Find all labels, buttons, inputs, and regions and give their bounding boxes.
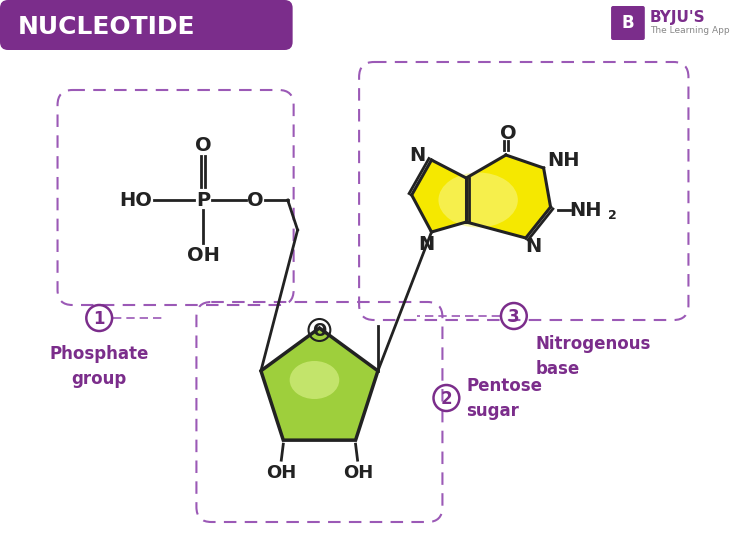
FancyBboxPatch shape bbox=[611, 6, 645, 40]
FancyBboxPatch shape bbox=[0, 0, 292, 50]
Polygon shape bbox=[261, 328, 378, 440]
Text: OH: OH bbox=[187, 246, 220, 265]
Text: Phosphate
group: Phosphate group bbox=[50, 345, 149, 388]
Text: NH: NH bbox=[569, 201, 602, 220]
Text: Nitrogenous
base: Nitrogenous base bbox=[536, 335, 651, 378]
Text: OH: OH bbox=[266, 464, 296, 482]
Text: 2: 2 bbox=[440, 390, 452, 408]
Text: The Learning App: The Learning App bbox=[650, 26, 730, 34]
Ellipse shape bbox=[439, 172, 518, 227]
Text: HO: HO bbox=[119, 191, 152, 210]
Polygon shape bbox=[412, 160, 466, 232]
Text: Pentose
sugar: Pentose sugar bbox=[466, 376, 542, 419]
Text: B: B bbox=[622, 14, 634, 32]
Text: N: N bbox=[419, 235, 435, 254]
Text: O: O bbox=[312, 322, 326, 340]
Polygon shape bbox=[466, 155, 550, 238]
Text: NH: NH bbox=[548, 151, 580, 170]
Text: N: N bbox=[410, 146, 426, 165]
Text: 2: 2 bbox=[608, 208, 616, 221]
Text: N: N bbox=[526, 236, 542, 256]
Ellipse shape bbox=[290, 361, 339, 399]
Text: OH: OH bbox=[344, 464, 374, 482]
Text: 1: 1 bbox=[94, 310, 105, 327]
Text: 3: 3 bbox=[508, 307, 520, 325]
Text: O: O bbox=[195, 136, 211, 155]
Text: O: O bbox=[247, 191, 263, 210]
Text: P: P bbox=[196, 191, 211, 210]
Text: NUCLEOTIDE: NUCLEOTIDE bbox=[18, 15, 195, 39]
Text: BYJU'S: BYJU'S bbox=[650, 9, 706, 24]
Text: O: O bbox=[500, 123, 516, 142]
